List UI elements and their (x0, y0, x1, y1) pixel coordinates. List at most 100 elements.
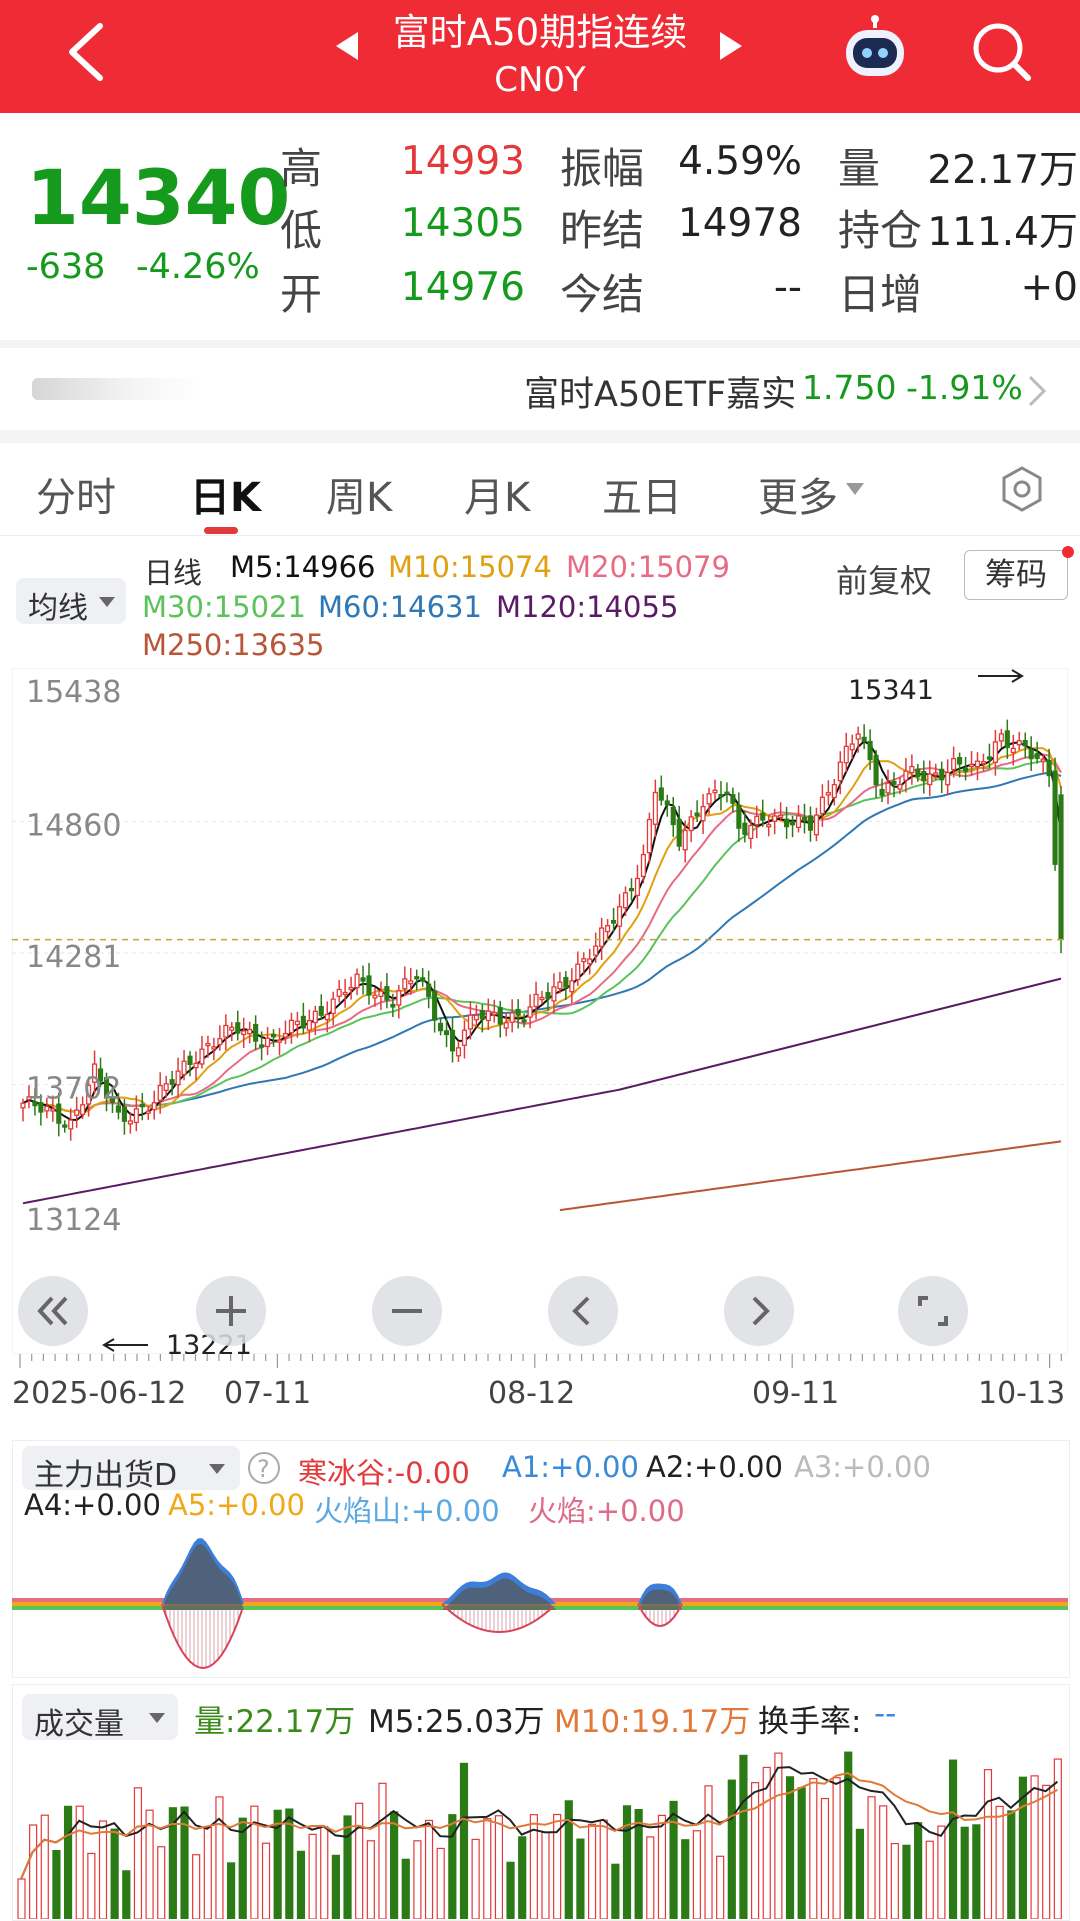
related-etf-pct: -1.91% (906, 368, 1023, 407)
x-tick-label: 08-12 (488, 1376, 576, 1411)
tab-monthly-k[interactable]: 月K (464, 475, 531, 521)
candle (658, 787, 664, 801)
candle (485, 1010, 491, 1022)
pan-left-button[interactable] (548, 1276, 618, 1346)
candle (742, 822, 748, 835)
candle (963, 767, 969, 772)
volume-selector[interactable]: 成交量 (22, 1694, 178, 1742)
candle (420, 977, 426, 982)
volume-bar (494, 1815, 504, 1919)
ma-selector[interactable]: 均线 (16, 578, 126, 626)
indicator-v3: A2:+0.00 (646, 1450, 783, 1484)
candle (843, 745, 849, 764)
candle (664, 800, 670, 806)
tab-five-day[interactable]: 五日 (602, 475, 682, 521)
volume-bar (1030, 1775, 1039, 1919)
candle (563, 976, 569, 988)
tab-more[interactable]: 更多 (758, 475, 838, 521)
candle (569, 980, 575, 993)
candle (611, 920, 617, 924)
prev-settle-label: 昨结 (560, 206, 645, 255)
tab-daily-k[interactable]: 日K (190, 475, 261, 521)
candle (634, 877, 641, 896)
candle (80, 1104, 86, 1116)
kline-chart[interactable]: 15438 14860 14281 13702 13124 15341 1322… (12, 668, 1068, 1354)
volume-bar (75, 1805, 84, 1919)
volume-bar (308, 1833, 317, 1919)
volume-bar (17, 1878, 26, 1919)
caret-down-icon (846, 483, 864, 495)
robot-icon[interactable] (840, 14, 910, 82)
ma-m5: M5:14966 (230, 550, 376, 584)
volume-bar (914, 1822, 923, 1919)
chevron-left-icon[interactable] (62, 22, 108, 82)
candle (1034, 753, 1040, 760)
x-tick-label: 09-11 (752, 1376, 840, 1411)
volume-bar (1018, 1776, 1028, 1919)
candle (217, 1038, 223, 1046)
candle (20, 1102, 26, 1109)
volume-bar (40, 1814, 49, 1919)
question-icon[interactable]: ? (246, 1450, 282, 1486)
ma-line-m60 (22, 771, 1062, 1113)
triangle-left-icon[interactable] (334, 30, 360, 62)
search-icon[interactable] (970, 20, 1034, 84)
today-settle-label: 今结 (560, 270, 645, 319)
candle (551, 986, 557, 1002)
candle (766, 824, 772, 828)
low-value: 14305 (400, 201, 525, 246)
candle (694, 812, 700, 817)
candle (527, 1006, 533, 1018)
volume-bar (192, 1854, 201, 1919)
active-tab-indicator (204, 527, 238, 534)
double-chevron-left-icon (37, 1296, 68, 1326)
related-etf-row[interactable]: 富时A50ETF嘉实 1.750 -1.91% (0, 348, 1080, 430)
volume-bar (657, 1814, 667, 1919)
x-axis-ticks (19, 1354, 1062, 1368)
candle (270, 1033, 277, 1038)
chips-button[interactable]: 筹码 (964, 550, 1068, 600)
volume-bar (995, 1805, 1004, 1919)
pan-right-button[interactable] (724, 1276, 794, 1346)
high-value: 14993 (400, 139, 525, 184)
volume-bar (960, 1826, 969, 1919)
volume-bar (820, 1797, 830, 1919)
adjust-mode[interactable]: 前复权 (836, 562, 933, 600)
hexagon-settings-icon[interactable] (998, 465, 1046, 513)
candle (32, 1101, 38, 1107)
indicator-lower-line (637, 1603, 683, 1627)
candle (360, 977, 366, 982)
indicator-selector[interactable]: 主力出货D (22, 1446, 240, 1493)
volume-bar (273, 1809, 282, 1919)
ma-line-label: 日线 (144, 556, 203, 590)
open-interest-value: 111.4万 (927, 210, 1078, 255)
candle (616, 906, 623, 927)
high-annotation: 15341 (848, 675, 934, 706)
triangle-right-icon[interactable] (718, 30, 744, 62)
candle (957, 757, 963, 765)
zoom-in-button[interactable] (196, 1276, 266, 1346)
page-title: 富时A50期指连续 (392, 11, 688, 54)
tab-intraday[interactable]: 分时 (36, 475, 116, 521)
candle (986, 756, 992, 760)
candle (939, 768, 945, 781)
zoom-out-button[interactable] (372, 1276, 442, 1346)
ma-m120: M120:14055 (496, 590, 679, 624)
indicator-hump-inner (638, 1589, 682, 1610)
candle (372, 994, 378, 999)
fullscreen-button[interactable] (898, 1276, 968, 1346)
daily-change-value: +0 (1020, 265, 1079, 310)
candle (306, 1019, 312, 1031)
indicator-v7: 火焰山:+0.00 (314, 1494, 500, 1528)
rewind-button[interactable] (18, 1276, 88, 1346)
indicator-hump-inner (162, 1544, 244, 1610)
blurred-thumbnail (32, 378, 202, 400)
prev-settle-value: 14978 (677, 201, 802, 246)
tab-weekly-k[interactable]: 周K (326, 475, 393, 521)
candles (20, 719, 1064, 1141)
volume-bar (506, 1861, 515, 1919)
candle (282, 1032, 289, 1038)
candle (103, 1076, 110, 1099)
candle (605, 925, 611, 933)
candle (1046, 759, 1052, 777)
